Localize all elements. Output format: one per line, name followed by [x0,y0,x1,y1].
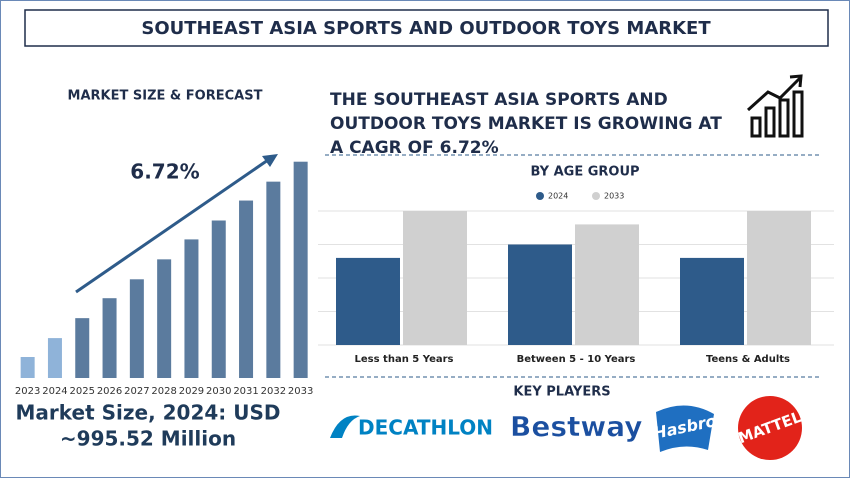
x-tick-label: 2024 [42,386,67,397]
bar [680,257,744,345]
page-title: SOUTHEAST ASIA SPORTS AND OUTDOOR TOYS M… [141,18,711,39]
x-tick-label: Between 5 - 10 Years [517,354,636,365]
bar [293,161,308,378]
bar [336,257,400,345]
x-tick-label: 2026 [97,386,122,397]
x-tick-label: 2029 [179,386,204,397]
bar [157,259,172,378]
x-tick-label: 2028 [151,386,176,397]
growth-icon [746,74,804,138]
logo: DECATHLON [358,416,493,440]
bar [211,220,226,378]
bar [239,200,254,378]
bar [184,239,199,378]
x-tick-label: Teens & Adults [706,354,790,365]
hasbro-shape [656,405,714,452]
bar [20,357,35,378]
bar [129,279,144,378]
key-players-title: KEY PLAYERS [513,385,610,400]
bar [102,298,117,378]
forecast-chart: 2023 2024 2025 2026 2027 2028 2029 2030 2031 2032… [15,161,313,397]
headline: A CAGR OF 6.72% [330,138,499,158]
legend-swatch [536,192,544,200]
x-tick-label: 2033 [288,386,313,397]
bar [47,338,62,378]
headline: OUTDOOR TOYS MARKET IS GROWING AT [330,114,722,134]
x-tick-label: 2025 [70,386,95,397]
legend-label: 2033 [604,192,624,201]
trend-arrow [75,158,269,294]
logo: Bestway [510,410,643,443]
headline: THE SOUTHEAST ASIA SPORTS AND [330,90,668,110]
x-tick-label: 2031 [233,386,258,397]
x-tick-label: 2030 [206,386,231,397]
decathlon-mark [330,415,360,438]
title-box [24,9,829,47]
chart-title: BY AGE GROUP [530,165,639,180]
age-group-chart: 2024 2033 Less than 5 Years Between 5 - 10 … [318,192,834,365]
bar [266,181,281,378]
bar [508,244,572,345]
x-tick-label: 2023 [15,386,40,397]
legend-label: 2024 [548,192,568,201]
x-tick-label: 2027 [124,386,149,397]
bar [575,224,639,345]
mattel-circle [738,396,802,460]
annotation: 6.72% [130,160,199,184]
arrow-head [262,154,278,167]
x-tick-label: 2032 [261,386,286,397]
legend-swatch [592,192,600,200]
bar [747,211,811,345]
chart-title: MARKET SIZE & FORECAST [68,89,263,104]
bar [75,318,90,378]
market-size: Market Size, 2024: USD [15,401,280,425]
x-tick-label: Less than 5 Years [355,354,454,365]
bar [403,211,467,345]
market-size: ~995.52 Million [60,427,236,451]
